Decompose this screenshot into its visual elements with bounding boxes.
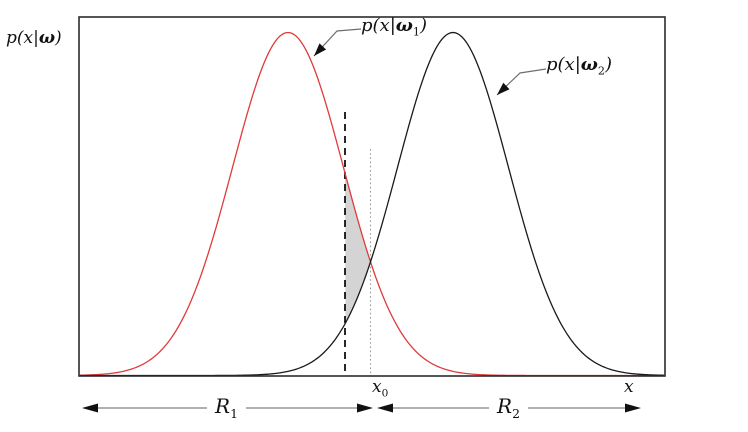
density-curve-1 xyxy=(79,31,664,377)
plot-border xyxy=(78,16,666,377)
curve2-subscript: 2 xyxy=(597,64,606,78)
x0-base: x xyxy=(372,377,382,397)
y-axis-label-text: p(x| xyxy=(6,28,39,48)
region-arrowhead-left-1 xyxy=(82,403,98,413)
x0-threshold-label: x0 xyxy=(372,377,389,400)
region2-base: R xyxy=(497,394,513,418)
region2-label: R2 xyxy=(489,394,528,420)
y-axis-omega: ω xyxy=(38,28,56,48)
region-arrowhead-left-2 xyxy=(377,403,393,413)
region2-subscript: 2 xyxy=(512,406,520,421)
curve2-label: p(x|ω2) xyxy=(546,54,613,78)
y-axis-label: p(x|ω) xyxy=(6,29,62,48)
curve1-label: p(x|ω1) xyxy=(361,15,428,39)
shaded-error-region xyxy=(345,173,371,323)
region1-label: R1 xyxy=(207,394,246,420)
x-axis-label: x xyxy=(624,377,634,397)
x0-subscript: 0 xyxy=(381,387,389,400)
region1-subscript: 1 xyxy=(230,406,238,421)
callout-arrowhead-1 xyxy=(314,43,327,56)
y-axis-label-close: ) xyxy=(55,28,62,48)
callout-arrowhead-2 xyxy=(497,82,510,95)
curve1-label-close: ) xyxy=(420,15,428,36)
curve2-label-text: p(x| xyxy=(546,54,581,75)
curve1-label-text: p(x| xyxy=(361,15,396,36)
region-arrowhead-right-1 xyxy=(357,403,373,413)
curve2-label-close2: ) xyxy=(605,54,613,75)
curve1-subscript: 1 xyxy=(412,25,421,39)
curve2-omega: ω xyxy=(580,54,598,75)
region1-base: R xyxy=(215,394,231,418)
region-arrowhead-right-2 xyxy=(625,403,641,413)
density-curve-2 xyxy=(80,31,665,377)
curve1-omega: ω xyxy=(395,15,413,36)
